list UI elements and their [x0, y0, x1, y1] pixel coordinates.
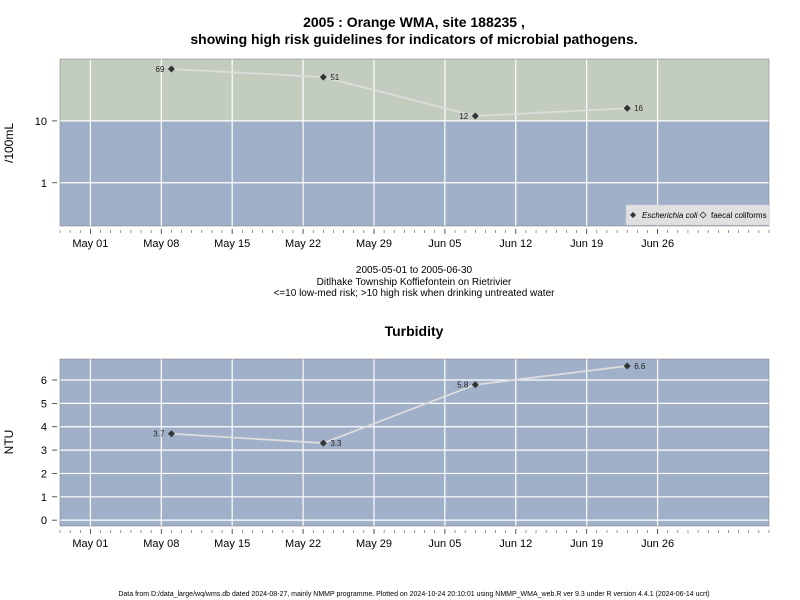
- y-tick-label: 2: [41, 468, 47, 480]
- data-point: [623, 104, 631, 112]
- data-point: [167, 65, 175, 73]
- x-tick-label: May 08: [143, 238, 179, 250]
- y-tick-label: 5: [41, 398, 47, 410]
- y-tick-label: 3: [41, 445, 47, 457]
- x-tick-label: May 15: [214, 238, 250, 250]
- y-tick-label: 0: [41, 515, 47, 527]
- x-tick-label: May 01: [72, 238, 108, 250]
- x-tick-label: Jun 26: [641, 538, 674, 550]
- x-tick-label: Jun 12: [499, 538, 532, 550]
- x-tick-label: May 15: [214, 538, 250, 550]
- plot-frame: [59, 58, 770, 227]
- y-tick-label: 10: [35, 116, 47, 128]
- chart1-legend: Escherichia coli faecal coliforms: [625, 204, 770, 226]
- x-tick-label: Jun 12: [499, 238, 532, 250]
- data-label: 69: [156, 65, 165, 74]
- legend-faecal-marker: [699, 211, 707, 219]
- data-label: 5.8: [457, 381, 469, 390]
- chart1-title-line1: 2005 : Orange WMA, site 188235 ,: [303, 14, 525, 30]
- plot-background: [60, 359, 769, 526]
- chart2-ylabel: NTU: [2, 430, 16, 455]
- legend-box: [625, 204, 770, 226]
- data-label: 6.6: [634, 362, 646, 371]
- series-line: [171, 68, 628, 117]
- chart1-caption-site: Ditlhake Township Koffiefontein on Rietr…: [317, 277, 512, 288]
- x-tick-label: May 29: [356, 238, 392, 250]
- y-tick-label: 4: [41, 422, 47, 434]
- footer-note: Data from D:/data_large/wq/wms.db dated …: [118, 591, 709, 598]
- chart1-caption-risk: <=10 low-med risk; >10 high risk when dr…: [274, 288, 556, 299]
- data-label: 12: [459, 112, 468, 121]
- chart1-title-line2: showing high risk guidelines for indicat…: [190, 31, 637, 47]
- microbial-plot: May 01 May 08 May 15 May 22 May 29 Jun 05 Jun …: [35, 58, 770, 250]
- data-point: [471, 381, 479, 389]
- y-tick-label: 1: [41, 178, 47, 190]
- data-point: [623, 362, 631, 370]
- chart1-ylabel: /100mL: [2, 123, 16, 163]
- x-tick-label: May 01: [72, 538, 108, 550]
- y-tick-label: 1: [41, 492, 47, 504]
- legend-faecal-label: faecal coliforms: [711, 211, 767, 220]
- data-point: [319, 439, 327, 447]
- data-label: 51: [330, 73, 339, 82]
- data-label: 3.3: [330, 439, 342, 448]
- x-tick-label: Jun 19: [570, 538, 603, 550]
- data-point: [471, 112, 479, 120]
- series-line: [171, 365, 628, 444]
- data-point: [167, 430, 175, 438]
- data-point: [319, 73, 327, 81]
- legend-ecoli-label: Escherichia coli: [642, 211, 698, 220]
- x-tick-label: May 29: [356, 538, 392, 550]
- turbidity-plot: May 01 May 08 May 15 May 22 May 29 Jun 05 Jun …: [41, 358, 770, 550]
- x-tick-label: Jun 05: [428, 538, 461, 550]
- data-label: 16: [634, 104, 643, 113]
- data-label: 3.7: [153, 430, 165, 439]
- x-tick-label: May 22: [285, 238, 321, 250]
- x-tick-label: Jun 19: [570, 238, 603, 250]
- x-tick-label: May 22: [285, 538, 321, 550]
- x-tick-label: Jun 26: [641, 238, 674, 250]
- x-tick-label: Jun 05: [428, 238, 461, 250]
- legend-ecoli-marker: [630, 212, 636, 218]
- risk-band-0: [60, 59, 769, 121]
- plot-frame: [59, 358, 770, 527]
- y-tick-label: 6: [41, 375, 47, 387]
- x-tick-label: May 08: [143, 538, 179, 550]
- chart2-title: Turbidity: [385, 323, 444, 339]
- chart1-caption-dates: 2005-05-01 to 2005-06-30: [356, 265, 473, 276]
